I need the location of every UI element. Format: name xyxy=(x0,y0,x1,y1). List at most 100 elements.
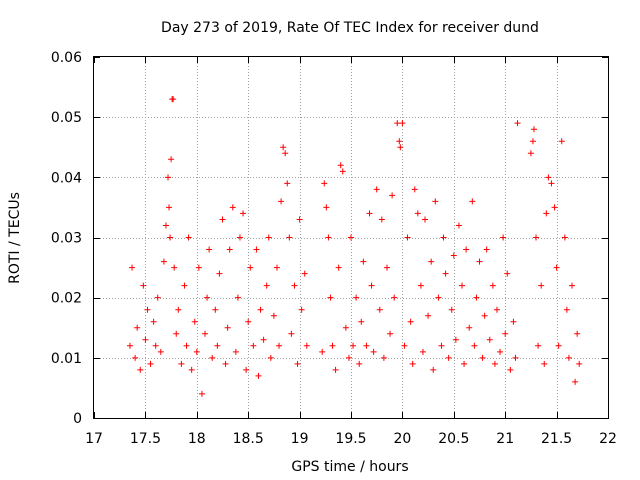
data-point xyxy=(489,282,496,289)
data-point xyxy=(134,324,141,331)
data-point xyxy=(419,348,426,355)
data-point xyxy=(160,258,167,265)
data-point xyxy=(401,342,408,349)
data-point xyxy=(512,354,519,361)
data-point xyxy=(514,120,521,127)
data-point xyxy=(500,234,507,241)
data-point xyxy=(339,168,346,175)
data-point xyxy=(368,282,375,289)
data-point xyxy=(181,282,188,289)
data-point xyxy=(345,354,352,361)
data-point xyxy=(471,342,478,349)
data-point xyxy=(417,282,424,289)
data-point xyxy=(391,294,398,301)
y-axis-label: ROTI / TECUs xyxy=(7,192,23,284)
data-point xyxy=(438,342,445,349)
data-point xyxy=(260,336,267,343)
data-point xyxy=(278,198,285,205)
data-point xyxy=(435,294,442,301)
data-point xyxy=(409,360,416,367)
data-point xyxy=(469,198,476,205)
data-point xyxy=(530,126,537,133)
y-tick-label: 0.04 xyxy=(51,170,82,186)
data-point xyxy=(450,252,457,259)
data-point xyxy=(243,366,250,373)
x-tick-label: 19.5 xyxy=(335,431,366,447)
data-point xyxy=(348,234,354,241)
data-point xyxy=(185,234,192,241)
data-point xyxy=(167,234,174,241)
data-point xyxy=(291,282,298,289)
data-point xyxy=(150,318,157,325)
y-tick-label: 0.05 xyxy=(51,110,82,126)
data-point xyxy=(232,348,239,355)
data-point xyxy=(572,378,579,385)
data-point xyxy=(504,270,511,277)
data-point xyxy=(144,306,151,313)
data-point xyxy=(548,180,555,187)
data-point xyxy=(222,360,229,367)
data-point xyxy=(411,186,418,193)
x-axis-label: GPS time / hours xyxy=(291,459,408,475)
data-point xyxy=(387,330,394,337)
data-point xyxy=(535,342,542,349)
data-point xyxy=(226,246,233,253)
data-point xyxy=(483,246,490,253)
data-point xyxy=(481,312,488,319)
data-point xyxy=(541,360,548,367)
data-point xyxy=(193,348,200,355)
x-tick-label: 18.5 xyxy=(233,431,264,447)
data-point xyxy=(342,324,349,331)
data-point xyxy=(479,354,486,361)
data-point xyxy=(154,294,161,301)
data-point xyxy=(250,342,257,349)
data-point xyxy=(473,294,480,301)
data-point xyxy=(152,342,159,349)
data-point xyxy=(209,354,216,361)
data-point xyxy=(476,258,483,265)
data-point xyxy=(551,204,558,211)
data-point xyxy=(183,342,190,349)
data-point xyxy=(491,360,498,367)
data-point xyxy=(373,186,380,193)
data-point xyxy=(165,174,172,181)
data-point xyxy=(358,318,365,325)
y-tick-label: 0 xyxy=(73,411,82,427)
data-point xyxy=(353,294,360,301)
data-point xyxy=(366,210,373,217)
data-point xyxy=(247,264,254,271)
data-point xyxy=(553,264,560,271)
data-point xyxy=(502,330,509,337)
data-point xyxy=(132,354,139,361)
data-point xyxy=(533,234,540,241)
x-tick-label: 21 xyxy=(496,431,514,447)
data-point xyxy=(337,162,344,169)
data-point xyxy=(414,210,421,217)
data-point xyxy=(142,336,149,343)
data-point xyxy=(171,264,178,271)
data-point xyxy=(162,222,169,229)
axis-ticks xyxy=(94,57,609,419)
data-point xyxy=(198,390,205,397)
data-point xyxy=(428,258,435,265)
data-point xyxy=(212,306,219,313)
data-point xyxy=(140,282,147,289)
data-point xyxy=(147,360,154,367)
data-point xyxy=(126,342,133,349)
data-point xyxy=(263,282,270,289)
data-point xyxy=(270,312,277,319)
x-tick-label: 17 xyxy=(85,431,103,447)
data-point xyxy=(543,210,550,217)
data-point xyxy=(440,234,447,241)
data-point xyxy=(240,210,247,217)
data-point xyxy=(276,342,283,349)
data-point xyxy=(204,294,211,301)
data-point xyxy=(360,258,367,265)
x-tick-label: 20.5 xyxy=(438,431,469,447)
data-point xyxy=(404,234,411,241)
x-tick-label: 17.5 xyxy=(130,431,161,447)
data-point xyxy=(265,234,272,241)
data-point xyxy=(376,306,383,313)
data-point xyxy=(301,270,308,277)
